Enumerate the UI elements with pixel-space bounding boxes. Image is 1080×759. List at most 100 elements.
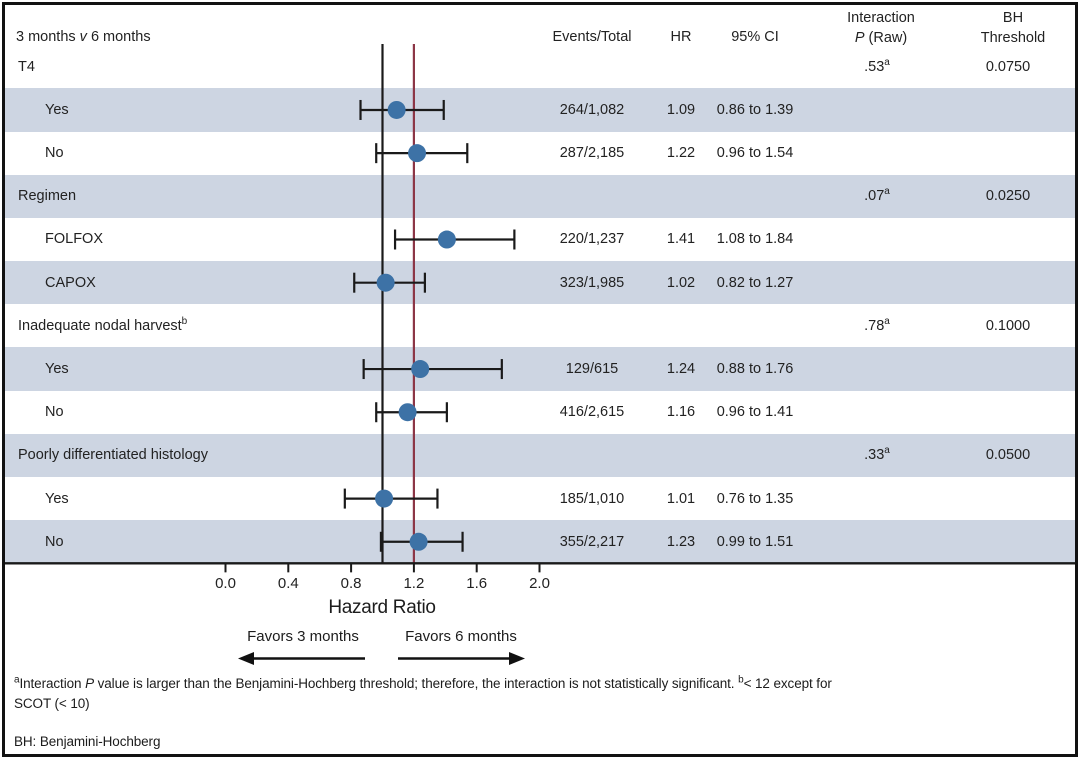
hr-value: 1.24 <box>666 361 696 378</box>
row-label: No <box>45 534 64 550</box>
hr-value: 1.09 <box>666 101 696 118</box>
column-header-bh-threshold: Threshold <box>980 30 1046 46</box>
footnote-part1: Interaction <box>19 676 86 691</box>
table-row: CAPOX 323/1,985 1.02 0.82 to 1.27 <box>5 261 1075 305</box>
row-label: Inadequate nodal harvestb <box>18 317 187 334</box>
column-header-bh: BH <box>1002 10 1024 26</box>
interaction-raw: (Raw) <box>864 30 908 46</box>
bh-threshold-value: 0.0500 <box>985 447 1031 464</box>
events-total-value: 416/2,615 <box>559 404 625 421</box>
p-raw-number: .33 <box>864 447 885 464</box>
table-row: No 355/2,217 1.23 0.99 to 1.51 <box>5 520 1075 564</box>
row-label: Yes <box>45 102 69 118</box>
figure-title: 3 months v 6 months <box>16 29 151 45</box>
column-header-ci: 95% CI <box>731 29 779 45</box>
group-row: Regimen .07a 0.0250 <box>5 174 1075 218</box>
ci-value: 0.99 to 1.51 <box>716 533 794 550</box>
ci-value: 0.96 to 1.54 <box>716 145 794 162</box>
figure-title-post: 6 months <box>86 29 151 45</box>
column-header-interaction-praw: P (Raw) <box>855 30 907 46</box>
hr-value: 1.41 <box>666 231 696 248</box>
p-raw-superscript: a <box>884 56 890 68</box>
table-row: Yes 129/615 1.24 0.88 to 1.76 <box>5 347 1075 391</box>
events-total-value: 355/2,217 <box>559 533 625 550</box>
hr-value: 1.22 <box>666 145 696 162</box>
ci-value: 0.82 to 1.27 <box>716 274 794 291</box>
row-label-text: Poorly differentiated histology <box>18 447 208 464</box>
footnote: aInteraction P value is larger than the … <box>14 674 836 713</box>
row-label: Regimen <box>18 188 76 204</box>
table-row: Yes 264/1,082 1.09 0.86 to 1.39 <box>5 88 1075 132</box>
ci-value: 0.88 to 1.76 <box>716 361 794 378</box>
row-label-text: Yes <box>45 101 69 118</box>
hr-value: 1.02 <box>666 274 696 291</box>
favors-left-label: Favors 3 months <box>247 628 359 645</box>
events-total-value: 287/2,185 <box>559 145 625 162</box>
events-total-value: 185/1,010 <box>559 490 625 507</box>
p-raw-superscript: a <box>884 316 890 328</box>
footnote-sup-a: a <box>14 674 20 686</box>
ci-value: 0.86 to 1.39 <box>716 101 794 118</box>
row-label-text: No <box>45 404 64 421</box>
table-row: Yes 185/1,010 1.01 0.76 to 1.35 <box>5 477 1075 520</box>
p-raw-number: .78 <box>864 317 885 334</box>
bh-threshold-value: 0.1000 <box>985 317 1031 334</box>
table-row: FOLFOX 220/1,237 1.41 1.08 to 1.84 <box>5 218 1075 261</box>
group-row: Poorly differentiated histology .33a 0.050… <box>5 433 1075 477</box>
p-raw-superscript: a <box>884 445 890 457</box>
p-raw-value: .33a <box>864 445 890 464</box>
row-label-text: Inadequate nodal harvest <box>18 317 182 334</box>
group-row: Inadequate nodal harvestb .78a 0.1000 <box>5 304 1075 347</box>
axis-tick-label: 0.4 <box>277 575 299 593</box>
p-raw-value: .53a <box>864 56 890 75</box>
hr-value: 1.16 <box>666 404 696 421</box>
events-total-value: 264/1,082 <box>559 101 625 118</box>
row-label: No <box>45 404 64 420</box>
row-label: Poorly differentiated histology <box>18 447 208 463</box>
axis-tick-label: 0.0 <box>215 575 236 593</box>
ci-value: 1.08 to 1.84 <box>716 231 794 248</box>
events-total-value: 323/1,985 <box>559 274 625 291</box>
row-label-text: CAPOX <box>45 274 96 291</box>
axis-tick-label: 0.8 <box>340 575 362 593</box>
table-row: No 287/2,185 1.22 0.96 to 1.54 <box>5 132 1075 175</box>
table-row: No 416/2,615 1.16 0.96 to 1.41 <box>5 391 1075 434</box>
row-label-text: No <box>45 145 64 162</box>
p-raw-value: .78a <box>864 316 890 334</box>
axis-tick-label: 1.2 <box>403 575 425 593</box>
favors-left-arrow-head <box>238 652 254 665</box>
p-raw-superscript: a <box>884 186 890 198</box>
bh-threshold-value: 0.0750 <box>985 58 1031 75</box>
events-total-value: 129/615 <box>565 361 619 378</box>
axis-tick-label: 1.6 <box>466 575 488 593</box>
row-label-text: FOLFOX <box>45 231 104 248</box>
column-header-interaction: Interaction <box>847 10 915 26</box>
ci-value: 0.96 to 1.41 <box>716 404 794 421</box>
group-row: T4 .53a 0.0750 <box>5 45 1075 88</box>
bh-threshold-value: 0.0250 <box>985 188 1031 205</box>
abbreviation-note: BH: Benjamini-Hochberg <box>14 734 161 749</box>
interaction-p: P <box>854 30 865 46</box>
row-label: Yes <box>45 361 69 377</box>
ci-value: 0.76 to 1.35 <box>716 490 794 507</box>
favors-right-arrow-head <box>509 652 525 665</box>
row-label-text: T4 <box>18 58 35 75</box>
p-raw-value: .07a <box>864 186 890 205</box>
p-raw-number: .53 <box>864 58 885 75</box>
column-header-events-total: Events/Total <box>552 29 632 45</box>
x-axis-label: Hazard Ratio <box>328 597 436 618</box>
row-label-text: Yes <box>45 361 69 378</box>
row-label: Yes <box>45 491 69 507</box>
column-header-hr: HR <box>670 29 692 45</box>
figure-title-pre: 3 months <box>16 29 80 45</box>
figure-title-vs: v <box>79 29 87 45</box>
row-label-text: Yes <box>45 490 69 507</box>
favors-right-label: Favors 6 months <box>405 628 517 645</box>
row-label: CAPOX <box>45 275 96 291</box>
footnote-p-italic: P <box>85 676 94 691</box>
footnote-part3: < 12 except for SCOT (< 10) <box>14 676 832 711</box>
row-label-text: No <box>45 533 64 550</box>
p-raw-number: .07 <box>864 188 885 205</box>
row-label: No <box>45 145 64 161</box>
